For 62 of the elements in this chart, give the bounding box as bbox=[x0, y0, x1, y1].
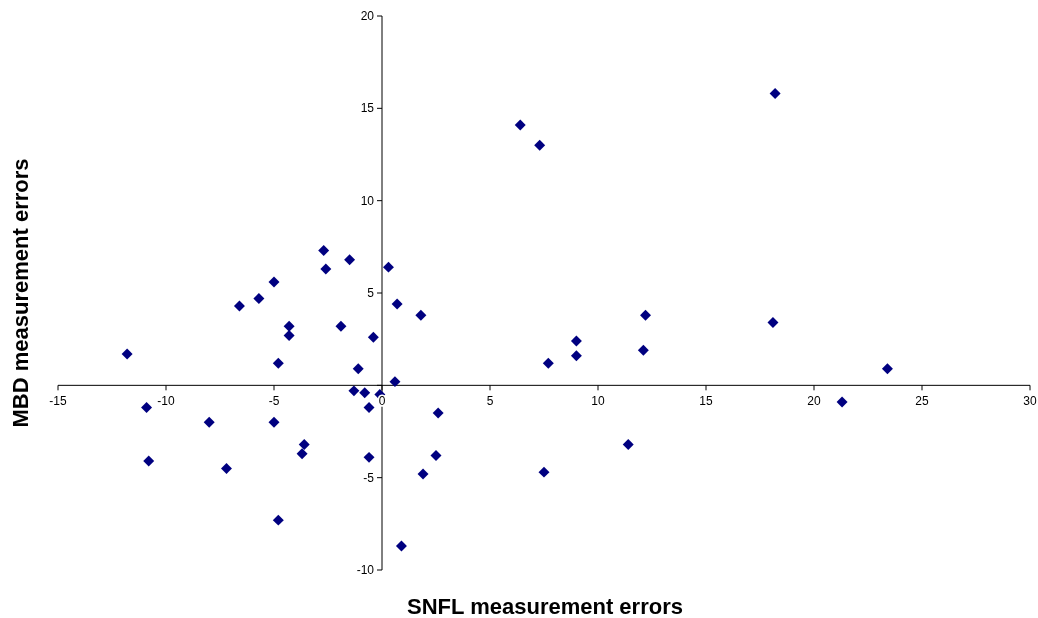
point bbox=[767, 317, 779, 329]
x-tick-label: 15 bbox=[699, 394, 713, 409]
point bbox=[836, 396, 848, 408]
point bbox=[320, 263, 332, 275]
point bbox=[367, 331, 379, 343]
y-tick-label: -10 bbox=[356, 563, 375, 577]
point bbox=[272, 357, 284, 369]
point bbox=[283, 330, 295, 341]
x-tick-label: 5 bbox=[486, 394, 494, 409]
point bbox=[121, 348, 133, 360]
point bbox=[344, 254, 356, 266]
point bbox=[570, 335, 582, 347]
x-tick-label: 25 bbox=[915, 394, 929, 409]
point bbox=[395, 540, 407, 552]
point bbox=[389, 376, 401, 388]
x-tick-label: 20 bbox=[807, 394, 821, 409]
point bbox=[221, 462, 232, 474]
point bbox=[417, 468, 429, 480]
point bbox=[233, 300, 245, 312]
point bbox=[268, 416, 280, 428]
point bbox=[359, 387, 371, 399]
point bbox=[415, 309, 427, 321]
point bbox=[352, 363, 364, 375]
point bbox=[640, 309, 651, 321]
x-tick-label: -5 bbox=[268, 394, 280, 409]
point bbox=[538, 466, 550, 478]
point bbox=[335, 320, 347, 332]
point bbox=[391, 298, 403, 310]
point bbox=[318, 245, 330, 256]
point bbox=[363, 451, 375, 463]
point bbox=[143, 455, 155, 467]
point bbox=[383, 261, 394, 273]
y-tick-label: 5 bbox=[367, 286, 375, 300]
point bbox=[272, 514, 284, 526]
x-tick-label: 30 bbox=[1023, 394, 1037, 409]
point bbox=[348, 385, 360, 397]
point bbox=[570, 350, 582, 362]
point bbox=[203, 416, 215, 428]
x-tick-label: -10 bbox=[157, 394, 175, 409]
y-tick-label: 15 bbox=[360, 101, 375, 116]
point bbox=[296, 448, 308, 460]
y-tick-label: 20 bbox=[360, 9, 375, 23]
y-tick-label: -5 bbox=[363, 470, 375, 485]
point bbox=[542, 357, 554, 369]
y-tick-label: 10 bbox=[360, 193, 375, 208]
point bbox=[253, 293, 265, 305]
point bbox=[363, 402, 375, 413]
point bbox=[622, 438, 634, 450]
point bbox=[141, 402, 153, 413]
point bbox=[534, 139, 546, 151]
point bbox=[298, 438, 310, 450]
x-tick-label: -15 bbox=[49, 394, 67, 409]
y-axis-title: MBD measurement errors bbox=[8, 158, 33, 428]
x-tick-label: 10 bbox=[591, 394, 605, 409]
point bbox=[637, 344, 649, 356]
point bbox=[432, 407, 444, 419]
point bbox=[881, 363, 893, 375]
point bbox=[268, 276, 280, 288]
x-axis-title: SNFL measurement errors bbox=[407, 594, 683, 618]
point bbox=[283, 320, 295, 332]
point bbox=[769, 88, 781, 100]
point bbox=[514, 119, 526, 131]
